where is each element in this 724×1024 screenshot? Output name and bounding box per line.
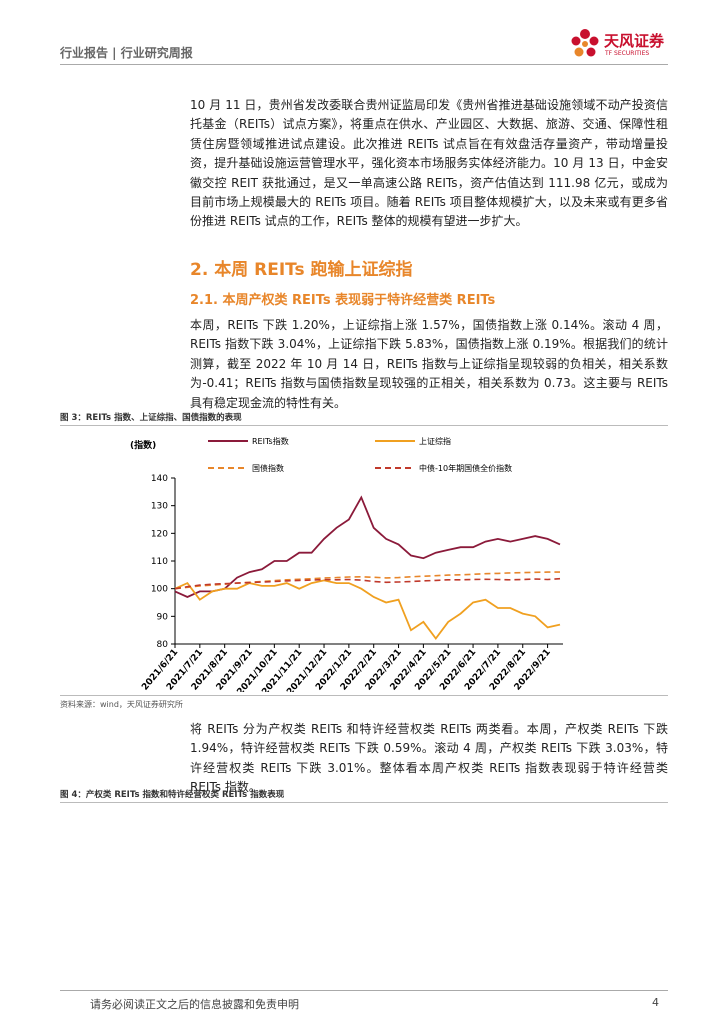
caption-rule (60, 425, 668, 426)
paragraph: 将 REITs 分为产权类 REITs 和特许经营权类 REITs 两类看。本周… (190, 722, 668, 795)
legend-label: 中债-10年期国债全价指数 (419, 463, 512, 473)
legend-label: 上证综指 (419, 436, 451, 446)
series-line (174, 577, 561, 590)
y-tick-label: 80 (157, 640, 169, 650)
caption-rule (60, 802, 668, 803)
y-tick-label: 110 (151, 557, 168, 567)
series-line (174, 579, 561, 641)
figure-source: 资料来源：wind，天风证券研究所 (60, 700, 183, 709)
logo-icon (571, 29, 599, 57)
logo-sub: TF SECURITIES (605, 50, 650, 57)
heading: 2. 本周 REITs 跑输上证综指 (190, 260, 413, 280)
logo-name: 天风证券 (604, 32, 665, 50)
y-axis-label: (指数) (130, 439, 156, 451)
paragraph: 本周，REITs 下跌 1.20%，上证综指上涨 1.57%，国债指数上涨 0.… (190, 318, 668, 410)
y-tick-label: 90 (157, 612, 169, 622)
legend-label: REITs指数 (252, 436, 289, 446)
subheading: 2.1. 本周产权类 REITs 表现弱于特许经营类 REITs (190, 293, 496, 308)
y-tick-label: 100 (151, 585, 168, 595)
footer-rule (60, 990, 668, 991)
header-rule (60, 64, 668, 65)
header-title: 行业报告 | 行业研究周报 (60, 46, 193, 60)
source-rule (60, 695, 668, 696)
y-tick-label: 140 (151, 474, 168, 484)
series-line (174, 495, 561, 598)
y-tick-label: 120 (151, 529, 168, 539)
legend-label: 国债指数 (252, 463, 284, 473)
paragraph: 10 月 11 日，贵州省发改委联合贵州证监局印发《贵州省推进基础设施领域不动产… (190, 98, 668, 229)
footer-disclaimer: 请务必阅读正文之后的信息披露和免责申明 (90, 998, 299, 1011)
y-tick-label: 130 (151, 502, 168, 512)
chart: (指数) 80901001101201301402021/6/212021/7/… (130, 436, 563, 692)
page-number: 4 (652, 996, 659, 1009)
figure-caption: 图 4：产权类 REITs 指数和特许经营权类 REITs 指数表现 (60, 790, 285, 800)
figure-caption: 图 3：REITs 指数、上证综指、国债指数的表现 (60, 413, 242, 423)
